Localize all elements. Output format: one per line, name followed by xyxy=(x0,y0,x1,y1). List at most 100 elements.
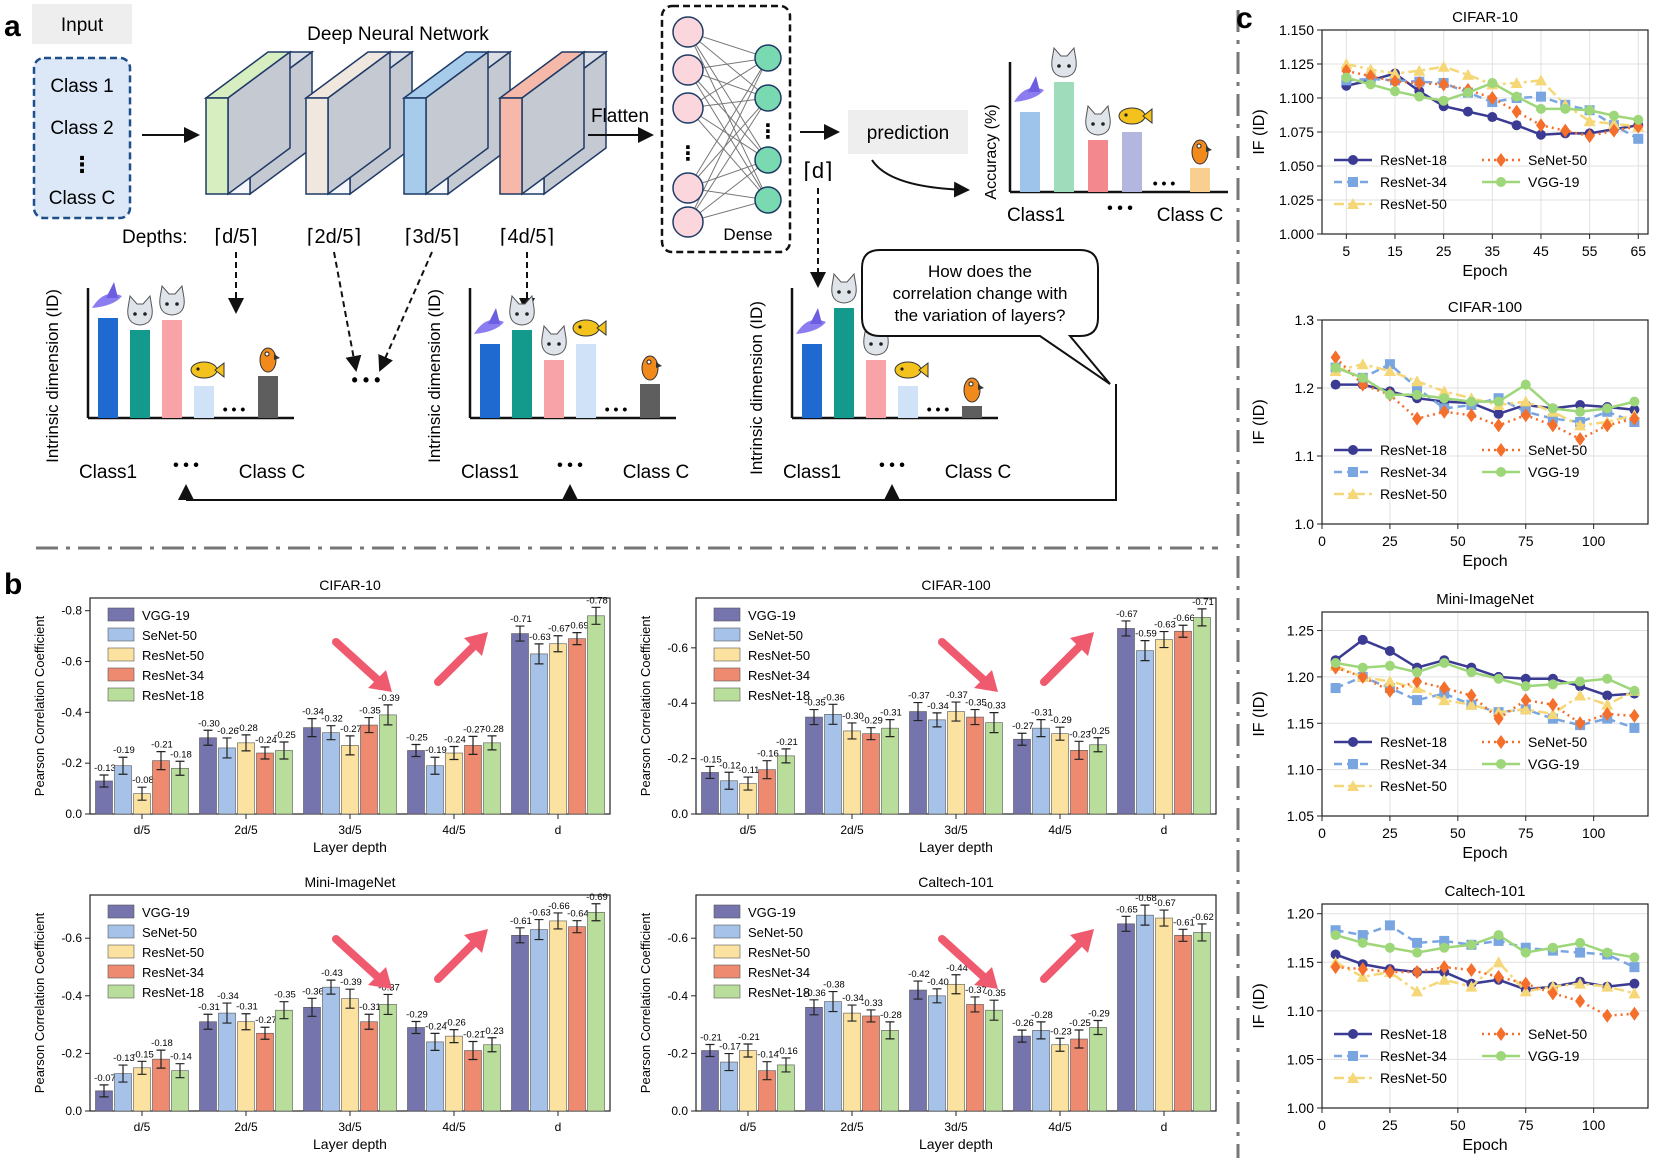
bar-value-label: -0.64 xyxy=(567,909,589,920)
line-marker xyxy=(1439,681,1450,696)
legend-label: VGG-19 xyxy=(1528,1048,1580,1064)
error-bar xyxy=(449,745,459,761)
bar xyxy=(256,752,274,815)
y-axis-label: Pearson Correlation Coefficient xyxy=(638,912,653,1093)
mini-bar xyxy=(130,330,150,418)
line-marker xyxy=(1388,67,1401,79)
class-item: Class C xyxy=(49,188,116,209)
legend-swatch xyxy=(713,904,741,919)
x-tick-label: 55 xyxy=(1582,243,1598,259)
line-marker xyxy=(1462,106,1473,117)
bar-value-label: -0.35 xyxy=(984,988,1006,999)
bar-value-label: -0.35 xyxy=(359,706,381,717)
error-bar xyxy=(913,701,923,722)
bar-value-label: -0.23 xyxy=(482,1026,504,1037)
x-tick-label: 0 xyxy=(1318,825,1326,841)
x-tick-label: 25 xyxy=(1436,243,1452,259)
bar xyxy=(1032,1030,1050,1112)
line-marker xyxy=(1330,350,1341,365)
line-marker xyxy=(1496,735,1506,749)
mini-bar xyxy=(194,386,214,418)
line-marker xyxy=(1466,939,1477,950)
bar-value-label: -0.44 xyxy=(946,963,968,974)
dense-vdots: ⋮ xyxy=(678,143,698,165)
line-marker xyxy=(1547,403,1558,414)
y-tick-label: -0.6 xyxy=(667,641,688,655)
trend-down-arrowhead xyxy=(368,670,392,692)
chart-title: CIFAR-100 xyxy=(921,577,990,593)
error-bar xyxy=(137,1060,147,1075)
error-bar xyxy=(534,918,544,941)
line-marker xyxy=(1547,697,1558,712)
x-tick-label: 3d/5 xyxy=(944,1120,968,1134)
bar-value-label: -0.63 xyxy=(529,908,551,919)
y-tick-label: -0.2 xyxy=(61,1046,82,1060)
bar xyxy=(1174,630,1192,815)
error-bar xyxy=(572,920,582,934)
error-bar xyxy=(1159,909,1169,927)
error-bar xyxy=(847,722,857,740)
y-tick-label: 1.100 xyxy=(1279,90,1314,106)
bar-value-label: -0.69 xyxy=(567,621,589,632)
line-marker xyxy=(1414,91,1425,102)
error-bar xyxy=(553,912,563,930)
line-marker xyxy=(1629,978,1640,989)
error-bar xyxy=(743,1043,753,1058)
parrot-icon xyxy=(641,355,662,381)
line-marker xyxy=(1365,79,1376,90)
line-marker xyxy=(1602,690,1613,701)
error-bar xyxy=(383,704,393,726)
bar xyxy=(426,1041,444,1112)
line-marker xyxy=(1356,970,1369,982)
mini-dots: • • • xyxy=(1153,175,1176,191)
x-tick-label: 3d/5 xyxy=(944,823,968,837)
mini-bar xyxy=(544,360,564,418)
id-class-first: Class1 xyxy=(461,462,519,483)
fish-icon xyxy=(572,319,607,337)
cat-icon xyxy=(159,284,185,316)
line-marker xyxy=(1519,703,1532,715)
line-marker xyxy=(1487,112,1498,123)
error-bar xyxy=(487,1037,497,1053)
input-neuron xyxy=(672,172,704,204)
line-marker xyxy=(1496,177,1506,187)
bar-value-label: -0.38 xyxy=(823,980,845,991)
x-axis-label: Epoch xyxy=(1462,1137,1507,1154)
mini-bar xyxy=(1020,112,1040,192)
legend-label: ResNet-34 xyxy=(748,965,810,980)
bar-value-label: -0.34 xyxy=(927,701,949,712)
line-chart: CIFAR-100 1.0 1.1 1.2 1.3 0 25 50 75 100 Epoch IF (… xyxy=(1251,299,1649,570)
output-neuron xyxy=(754,146,782,174)
prediction-box xyxy=(848,110,968,154)
bar-value-label: -0.31 xyxy=(236,1002,258,1013)
bar xyxy=(445,1035,463,1112)
line-marker xyxy=(1330,379,1341,390)
bar xyxy=(199,1021,217,1112)
line-marker xyxy=(1412,674,1423,689)
error-bar xyxy=(1197,608,1207,627)
error-bar xyxy=(468,1040,478,1061)
bar-value-label: -0.16 xyxy=(776,1046,798,1057)
x-tick-label: 3d/5 xyxy=(338,1120,362,1134)
line-marker xyxy=(1496,759,1506,769)
cat-icon xyxy=(831,272,857,304)
x-tick-label: 35 xyxy=(1485,243,1501,259)
legend-label: ResNet-18 xyxy=(142,688,204,703)
error-bar xyxy=(724,771,734,790)
line-marker xyxy=(1348,177,1358,187)
line-marker xyxy=(1466,688,1477,703)
error-bar xyxy=(1074,740,1084,760)
mini-bar xyxy=(802,344,822,418)
error-bar xyxy=(326,725,336,741)
line-marker xyxy=(1608,110,1619,121)
line-marker xyxy=(1340,58,1353,69)
legend-swatch xyxy=(107,627,135,642)
y-tick-label: -0.4 xyxy=(667,989,688,1003)
error-bar xyxy=(553,635,563,653)
feedback-line xyxy=(186,384,1117,501)
bar xyxy=(966,716,984,815)
legend-label: VGG-19 xyxy=(142,905,190,920)
bar-value-label: -0.29 xyxy=(1088,1008,1110,1019)
bar xyxy=(805,1007,823,1112)
legend-label: ResNet-34 xyxy=(1380,174,1447,190)
